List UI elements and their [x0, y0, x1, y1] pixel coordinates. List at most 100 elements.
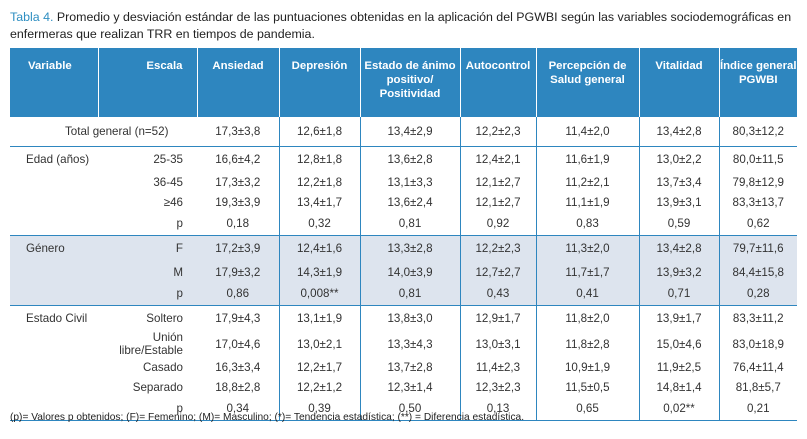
- header-indice-pgwbi: Índice general PGWBI: [719, 48, 797, 117]
- table-row-total: Total general (n=52) 17,3±3,8 12,6±1,8 13,4…: [10, 117, 797, 147]
- value-cell: 14,8±1,4: [639, 377, 720, 397]
- value-cell: 0,81: [360, 212, 461, 236]
- scale-label: M: [98, 262, 197, 282]
- value-cell: 12,4±1,6: [279, 235, 361, 262]
- value-cell: 17,3±3,8: [197, 117, 280, 147]
- scale-label: F: [98, 235, 197, 262]
- value-cell: 14,0±3,9: [360, 262, 461, 282]
- results-table: Variable Escala Ansiedad Depresión Estad…: [10, 48, 797, 421]
- value-cell: 0,83: [536, 212, 640, 236]
- value-cell: 12,3±1,4: [360, 377, 461, 397]
- value-cell: 0,50: [360, 397, 461, 421]
- value-cell: 17,3±3,2: [197, 172, 280, 192]
- value-cell: 83,3±13,7: [732, 195, 785, 209]
- value-cell: 19,3±3,9: [197, 192, 280, 212]
- value-cell: 13,0±2,2: [639, 146, 720, 172]
- value-cell: 12,4±2,1: [460, 146, 537, 172]
- header-vitalidad: Vitalidad: [639, 48, 720, 117]
- value-cell: 12,2±2,3: [460, 235, 537, 262]
- table-row: Género F 17,2±3,9 12,4±1,6 13,3±2,8 12,2±2,3 1…: [10, 235, 797, 262]
- value-cell: 12,2±1,8: [279, 172, 361, 192]
- table-row: Estado Civil Soltero 17,9±4,3 13,1±1,9 13,8±…: [10, 305, 797, 331]
- group-label-empty: [10, 212, 98, 236]
- group-label-empty: [10, 282, 98, 306]
- scale-label: ≥46: [163, 195, 183, 209]
- value-cell: 0,59: [639, 212, 720, 236]
- table-row: Separado 18,8±2,8 12,2±1,2 12,3±1,4 12,3±2,3…: [10, 377, 797, 397]
- value-cell: 0,65: [536, 397, 640, 421]
- value-cell: 13,6±2,8: [360, 146, 461, 172]
- value-cell: 13,9±3,2: [639, 262, 720, 282]
- value-cell: 0,008**: [279, 282, 361, 306]
- value-cell: 13,9±1,7: [639, 305, 720, 331]
- value-cell: 0,41: [536, 282, 640, 306]
- value-cell: 0,13: [460, 397, 537, 421]
- caption-text: Promedio y desviación estándar de las pu…: [10, 10, 792, 41]
- table-row: 36-45 17,3±3,2 12,2±1,8 13,1±3,3 12,1±2,7 11,…: [10, 172, 797, 192]
- value-cell: 17,2±3,9: [197, 235, 280, 262]
- value-cell: 11,5±0,5: [536, 377, 640, 397]
- value-cell: 13,4±1,7: [279, 192, 361, 212]
- value-cell: 17,9±4,3: [197, 305, 280, 331]
- value-cell: 11,4±2,3: [460, 357, 537, 377]
- caption-label: Tabla 4.: [10, 10, 54, 24]
- total-label: Total general (n=52): [10, 117, 197, 147]
- group-label-empty: [10, 331, 98, 357]
- value-cell: 0,39: [279, 397, 361, 421]
- group-label-empty: [10, 262, 98, 282]
- table-row: Unión libre/Estable 17,0±4,6 13,0±2,1 13,3±…: [10, 331, 797, 357]
- value-cell: 12,8±1,8: [279, 146, 361, 172]
- value-cell: 12,1±2,7: [460, 192, 537, 212]
- value-cell: 13,7±3,4: [639, 172, 720, 192]
- value-cell: 12,2±1,7: [279, 357, 361, 377]
- scale-label: p: [98, 212, 197, 236]
- value-cell: 17,0±4,6: [197, 331, 280, 357]
- header-percepcion-salud: Percepción de Salud general: [536, 48, 640, 117]
- table-row: Casado 16,3±3,4 12,2±1,7 13,7±2,8 11,4±2,3 10…: [10, 357, 797, 377]
- value-cell: 13,7±2,8: [360, 357, 461, 377]
- value-cell: 10,9±1,9: [536, 357, 640, 377]
- header-escala: Escala: [98, 48, 198, 117]
- value-cell: 16,6±4,2: [197, 146, 280, 172]
- value-cell: 12,1±2,7: [460, 172, 537, 192]
- group-label-empty: [10, 172, 98, 192]
- value-cell: 17,9±3,2: [197, 262, 280, 282]
- value-cell: 79,8±12,9: [732, 175, 785, 189]
- value-cell: 13,3±2,8: [360, 235, 461, 262]
- value-cell: 0,62: [719, 212, 797, 236]
- value-cell: 83,3±11,2: [732, 311, 784, 325]
- group-label: Género: [10, 235, 98, 262]
- header-estado-animo: Estado de ánimo positivo/ Positividad: [360, 48, 461, 117]
- group-label: Edad (años): [26, 152, 90, 166]
- value-cell: 11,2±2,1: [536, 172, 640, 192]
- header-depresion: Depresión: [279, 48, 361, 117]
- value-cell: 13,6±2,4: [360, 192, 461, 212]
- value-cell: 13,8±3,0: [360, 305, 461, 331]
- value-cell: 0,28: [719, 282, 797, 306]
- table-row: p 0,34 0,39 0,50 0,13 0,65 0,02** 0,21: [10, 397, 797, 421]
- value-cell: 11,3±2,0: [536, 235, 640, 262]
- value-cell: 12,9±1,7: [460, 305, 537, 331]
- value-cell: 13,4±2,8: [639, 117, 720, 147]
- value-cell: 81,8±5,7: [735, 380, 781, 394]
- header-variable: Variable: [10, 48, 99, 117]
- group-label-empty: [10, 357, 98, 377]
- value-cell: 11,8±2,0: [536, 305, 640, 331]
- value-cell: 0,32: [279, 212, 361, 236]
- scale-label: Unión libre/Estable: [119, 331, 183, 357]
- value-cell: 16,3±3,4: [197, 357, 280, 377]
- value-cell: 12,2±2,3: [460, 117, 537, 147]
- table-caption: Tabla 4. Promedio y desviación estándar …: [10, 9, 800, 42]
- value-cell: 0,34: [197, 397, 280, 421]
- group-label-empty: [10, 397, 98, 421]
- scale-label: 25-35: [153, 152, 183, 166]
- value-cell: 11,6±1,9: [536, 146, 640, 172]
- value-cell: 0,02**: [639, 397, 720, 421]
- value-cell: 80,3±12,2: [719, 117, 797, 147]
- table-row: p 0,86 0,008** 0,81 0,43 0,41 0,71 0,28: [10, 282, 797, 306]
- value-cell: 0,92: [460, 212, 537, 236]
- value-cell: 13,1±3,3: [360, 172, 461, 192]
- value-cell: 84,4±15,8: [719, 262, 797, 282]
- value-cell: 11,1±1,9: [536, 192, 640, 212]
- scale-label: Soltero: [146, 311, 183, 325]
